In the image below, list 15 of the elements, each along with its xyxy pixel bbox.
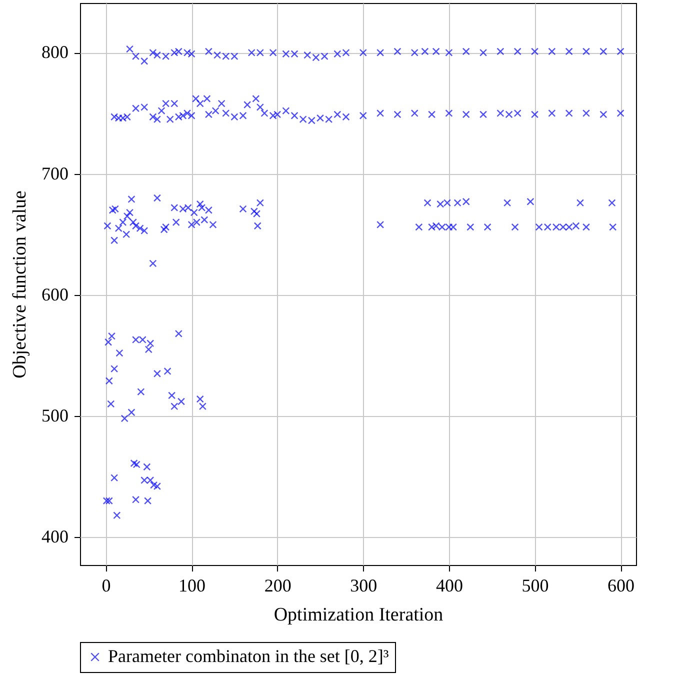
x-tick-label: 100: [178, 576, 206, 596]
x-tick-label: 500: [522, 576, 549, 596]
x-tick-label: 400: [436, 576, 463, 596]
y-tick-label: 700: [42, 163, 68, 184]
x-tick-label: 300: [350, 576, 378, 596]
x-tick-label: 200: [264, 576, 292, 596]
y-tick-label: 600: [42, 284, 68, 304]
legend-label: Parameter combinaton in the set [0, 2]³: [108, 646, 390, 666]
y-axis-title: Objective function value: [10, 190, 30, 378]
x-tick-label: 600: [608, 576, 635, 596]
y-tick-label: 500: [42, 406, 68, 426]
y-tick-label: 400: [42, 526, 68, 547]
y-tick-label: 800: [42, 42, 68, 62]
x-tick-label: 0: [102, 576, 111, 596]
x-axis-title: Optimization Iteration: [274, 604, 444, 626]
